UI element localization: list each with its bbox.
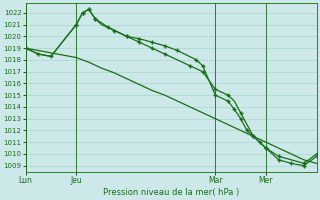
X-axis label: Pression niveau de la mer( hPa ): Pression niveau de la mer( hPa ): [103, 188, 239, 197]
